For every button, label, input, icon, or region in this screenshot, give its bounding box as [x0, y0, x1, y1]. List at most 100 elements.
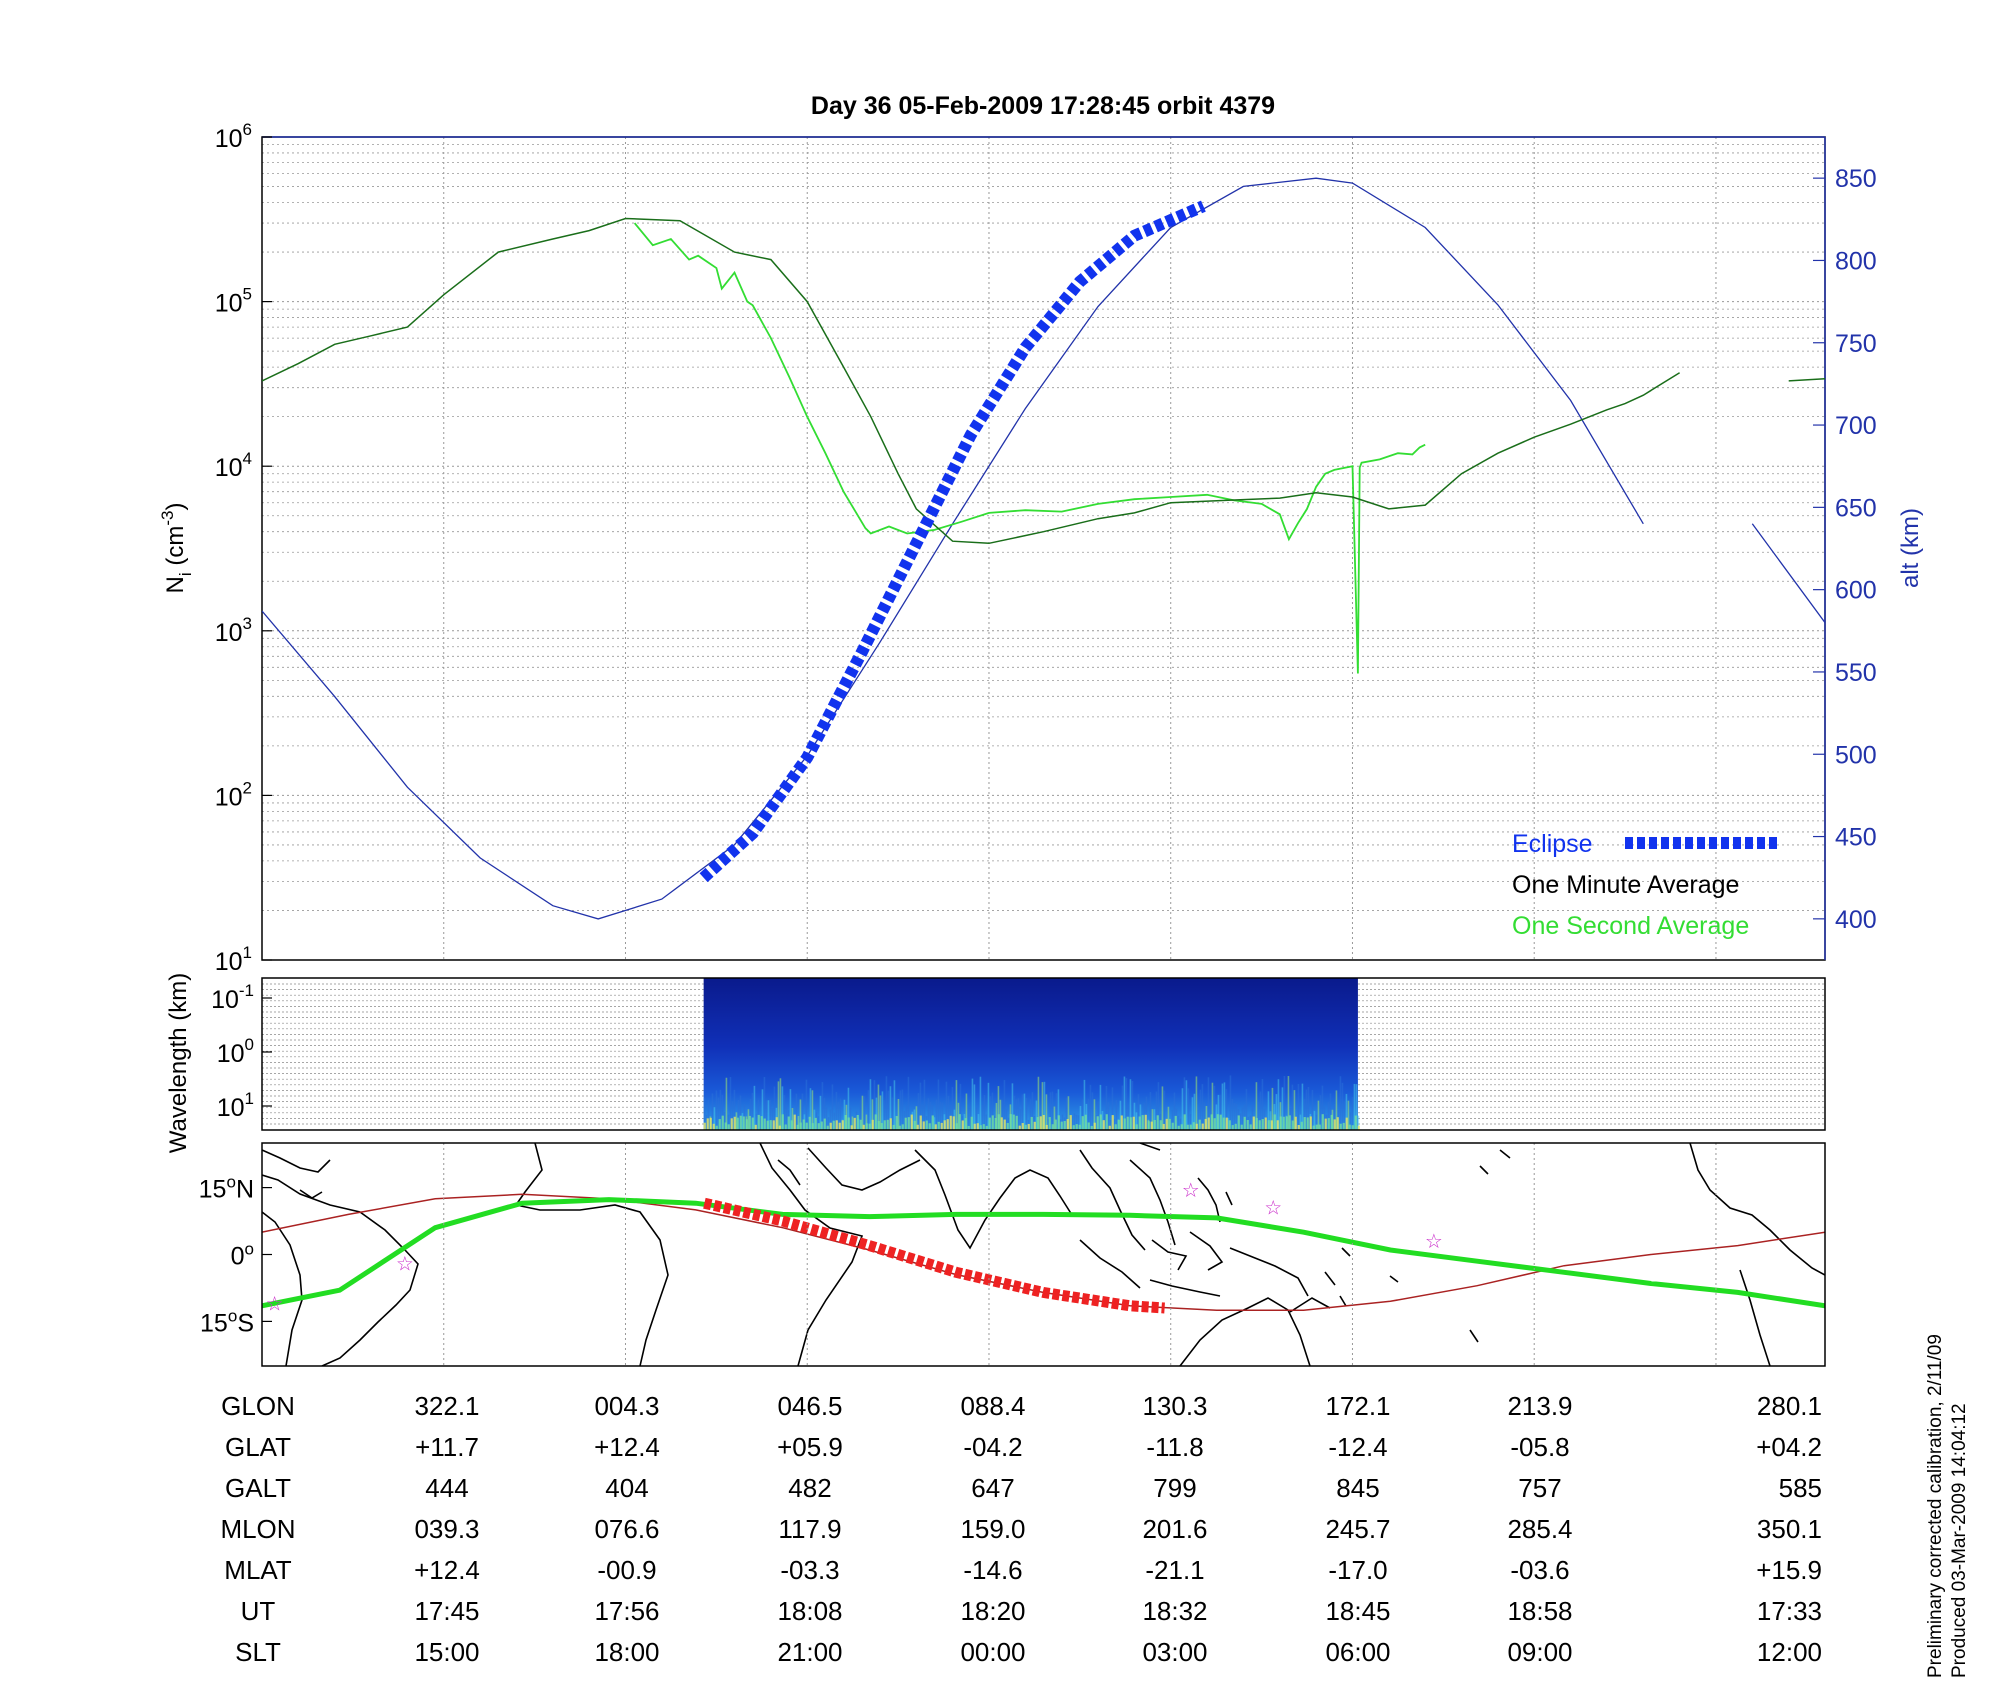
y2-tick-label: 450 [1835, 824, 1877, 852]
spectrogram-column [871, 1099, 874, 1130]
spectrogram-bright-cell [1336, 1117, 1339, 1130]
spectrogram-bright-cell [1258, 1120, 1261, 1130]
spectrogram-column [721, 1094, 724, 1130]
spectrogram-bright-cell [1264, 1117, 1267, 1130]
spectrogram-bright-cell [922, 1121, 925, 1130]
spectrogram-column [1271, 1087, 1274, 1130]
spectrogram-column [1299, 1114, 1302, 1130]
spectrogram-bright-cell [1303, 1117, 1306, 1130]
spectrogram-bright-cell [799, 1122, 802, 1130]
spectrogram-bright-cell [1282, 1116, 1285, 1130]
spectrogram-column [1195, 1076, 1198, 1130]
spectrogram-bright-cell [1057, 1115, 1060, 1130]
table-cell: +05.9 [777, 1432, 843, 1462]
spectrogram-column [995, 1103, 998, 1130]
spectrogram-bright-cell [1033, 1121, 1036, 1130]
spectrogram-column [797, 1115, 800, 1130]
spectrogram-column [959, 1083, 962, 1130]
table-cell: +15.9 [1756, 1555, 1822, 1585]
spectrogram-column [1227, 1118, 1230, 1130]
table-row-label: UT [241, 1596, 276, 1626]
spectrogram-bright-cell [760, 1116, 763, 1130]
spectrogram-bright-cell [1090, 1125, 1093, 1130]
spectrogram-column [763, 1077, 766, 1130]
spectrogram-bright-cell [919, 1115, 922, 1130]
spectrogram-column [1207, 1077, 1210, 1130]
spectrogram-column [1025, 1097, 1028, 1130]
spectrogram-column [1005, 1108, 1008, 1130]
spectrogram-column [1041, 1082, 1044, 1130]
spectrogram-column [773, 1086, 776, 1130]
table-cell: 06:00 [1325, 1637, 1390, 1667]
spectrogram-column [1037, 1076, 1040, 1130]
table-cell: 12:00 [1757, 1637, 1822, 1667]
spectrogram-column [759, 1117, 762, 1130]
spectrogram-column [1023, 1093, 1026, 1130]
spectrogram-bright-cell [781, 1114, 784, 1130]
spectrogram-bright-cell [829, 1122, 832, 1130]
spectrogram-column [1167, 1106, 1170, 1130]
spectrogram-column [879, 1095, 882, 1130]
spectrogram-column [1179, 1118, 1182, 1130]
spectrogram-column [1349, 1112, 1352, 1130]
spectrogram-column [1259, 1091, 1262, 1130]
one-second-average-line [633, 222, 1426, 674]
table-cell: 799 [1153, 1473, 1196, 1503]
spectrogram-column [715, 1090, 718, 1130]
y-tick-label: 106 [215, 120, 252, 153]
spectrogram-bright-cell [856, 1115, 859, 1130]
spectrogram-bright-cell [796, 1124, 799, 1130]
spectrogram-column [899, 1090, 902, 1130]
spectrogram-bright-cell [1063, 1120, 1066, 1130]
spectrogram-column [1019, 1109, 1022, 1130]
spectrogram-column [1251, 1105, 1254, 1130]
spectrogram-column [1333, 1103, 1336, 1130]
spectrogram-column [945, 1081, 948, 1130]
spectrogram-column [1107, 1102, 1110, 1130]
spectrogram-bright-cell [772, 1120, 775, 1130]
spectrogram-column [739, 1095, 742, 1130]
spectrogram-column [703, 1097, 706, 1130]
spectrogram-bright-cell [1153, 1119, 1156, 1130]
spectrogram-column [1353, 1083, 1356, 1130]
spectrogram-column [1145, 1096, 1148, 1130]
spectrogram-column [985, 1114, 988, 1130]
spectrogram-bright-cell [1093, 1122, 1096, 1130]
spectrogram-bright-cell [1183, 1114, 1186, 1130]
spectrogram-column [1119, 1100, 1122, 1130]
altitude-y-label: alt (km) [1897, 508, 1924, 588]
spectrogram-column [981, 1104, 984, 1130]
spectrogram-column [917, 1093, 920, 1130]
spectrogram-bright-cell [871, 1119, 874, 1130]
spectrogram-column [727, 1114, 730, 1130]
spectrogram-bright-cell [946, 1119, 949, 1130]
spectrogram-column [1123, 1076, 1126, 1130]
spectrogram-column [1155, 1091, 1158, 1130]
spectrogram-column [1275, 1094, 1278, 1130]
spectrogram-bright-cell [1111, 1115, 1114, 1130]
spectrogram-column [817, 1116, 820, 1130]
table-cell: 350.1 [1757, 1514, 1822, 1544]
spectrogram-column [1281, 1087, 1284, 1130]
latitude-tick-label: 0o [231, 1240, 254, 1271]
spectrogram-column [1149, 1091, 1152, 1130]
spectrogram-bright-cell [757, 1114, 760, 1130]
table-cell: 285.4 [1507, 1514, 1572, 1544]
density-panel: 101 102 103 104 105 106 400 450 500 550 600 650 700… [158, 120, 1924, 976]
spectrogram-column [1053, 1106, 1056, 1130]
spectrogram-column [799, 1099, 802, 1130]
spectrogram-column [1073, 1113, 1076, 1130]
spectrogram-bright-cell [1306, 1117, 1309, 1130]
spectrogram-bright-cell [982, 1124, 985, 1130]
spectrogram-bright-cell [850, 1125, 853, 1130]
spectrogram-column [811, 1090, 814, 1130]
spectrogram-column [723, 1112, 726, 1130]
spectrogram-column [781, 1086, 784, 1130]
spectrogram-bright-cell [727, 1124, 730, 1130]
y-tick-label: 101 [215, 943, 252, 976]
spectrogram-column [729, 1076, 732, 1130]
spectrogram-bright-cell [1015, 1115, 1018, 1130]
spectrogram-column [1121, 1085, 1124, 1130]
spectrogram-column [731, 1101, 734, 1130]
spectrogram-bright-cell [943, 1120, 946, 1130]
